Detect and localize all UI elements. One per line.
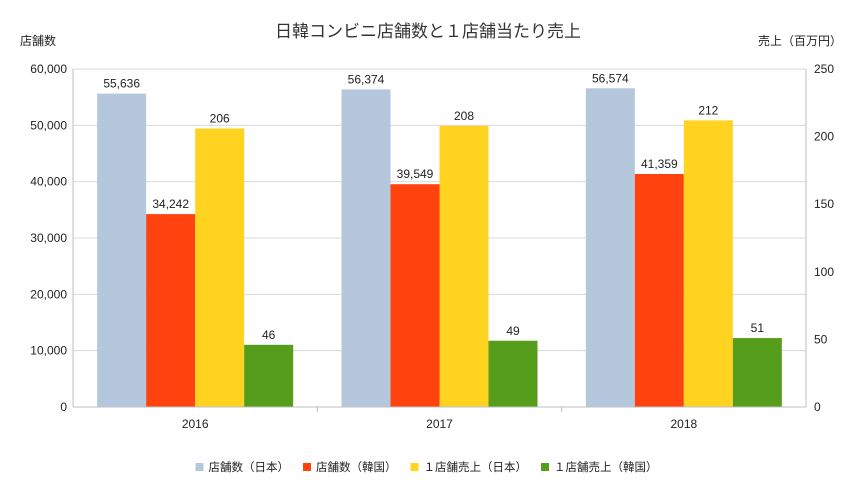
y-right-tick-label: 200 xyxy=(814,130,834,144)
data-label: 56,574 xyxy=(592,71,629,85)
data-label: 46 xyxy=(262,328,276,342)
legend-item: 店舗数（韓国） xyxy=(303,460,397,474)
y-right-tick-label: 250 xyxy=(814,62,834,76)
legend-swatch xyxy=(410,463,419,471)
legend-item: １店舗売上（日本） xyxy=(410,460,528,474)
bar xyxy=(341,89,391,408)
y-left-tick-label: 0 xyxy=(60,400,67,414)
y-right-tick-label: 100 xyxy=(814,265,834,279)
legend-item: １店舗売上（韓国） xyxy=(541,460,658,474)
y-left-axis-title: 店舗数 xyxy=(20,33,56,48)
legend-label: 店舗数（韓国） xyxy=(316,460,397,474)
bar xyxy=(488,340,538,407)
bar xyxy=(146,214,196,407)
bar xyxy=(390,184,440,407)
y-right-tick-label: 0 xyxy=(814,400,821,414)
data-label: 34,242 xyxy=(152,197,189,211)
legend-label: １店舗売上（韓国） xyxy=(554,460,658,474)
labels: 0 10,000 20,000 30,000 40,000 50,000 60,000 0 50… xyxy=(30,62,834,431)
legend-item: 店舗数（日本） xyxy=(195,460,290,474)
bar xyxy=(732,338,782,407)
bar xyxy=(244,344,294,407)
data-label: 212 xyxy=(698,103,718,117)
y-left-tick-label: 60,000 xyxy=(30,62,67,76)
chart-title: 日韓コンビニ店舗数と１店舗当たり売上 xyxy=(275,22,581,42)
x-tick-label: 2017 xyxy=(426,417,453,431)
y-right-tick-label: 150 xyxy=(814,197,834,211)
bar xyxy=(634,174,684,407)
bar xyxy=(585,88,635,407)
data-label: 41,359 xyxy=(641,157,678,171)
axes xyxy=(72,69,807,412)
legend-label: 店舗数（日本） xyxy=(209,460,290,474)
legend-swatch xyxy=(541,463,549,471)
data-label: 51 xyxy=(751,321,765,335)
y-left-tick-label: 10,000 xyxy=(30,344,67,358)
legend-swatch xyxy=(195,463,204,471)
data-label: 55,636 xyxy=(103,77,140,91)
y-right-tick-label: 50 xyxy=(814,332,828,346)
x-tick-label: 2016 xyxy=(182,417,209,431)
legend-swatch xyxy=(303,463,311,471)
y-left-tick-label: 20,000 xyxy=(30,287,67,301)
legend: 店舗数（日本） 店舗数（韓国） １店舗売上（日本） １店舗売上（韓国） xyxy=(195,460,658,474)
y-left-tick-label: 40,000 xyxy=(30,175,67,189)
data-label: 206 xyxy=(210,111,230,125)
bar xyxy=(439,125,489,407)
y-left-tick-label: 50,000 xyxy=(30,118,67,132)
bar xyxy=(97,93,147,408)
data-label: 56,374 xyxy=(348,72,385,86)
bars xyxy=(97,88,782,408)
x-tick-label: 2018 xyxy=(670,417,697,431)
y-right-axis-title: 売上（百万円） xyxy=(758,33,842,48)
data-label: 49 xyxy=(506,324,520,338)
bar xyxy=(683,120,733,407)
data-label: 208 xyxy=(454,109,474,123)
legend-label: １店舗売上（日本） xyxy=(424,460,528,474)
bar xyxy=(195,128,245,407)
data-label: 39,549 xyxy=(397,167,434,181)
y-left-tick-label: 30,000 xyxy=(30,231,67,245)
